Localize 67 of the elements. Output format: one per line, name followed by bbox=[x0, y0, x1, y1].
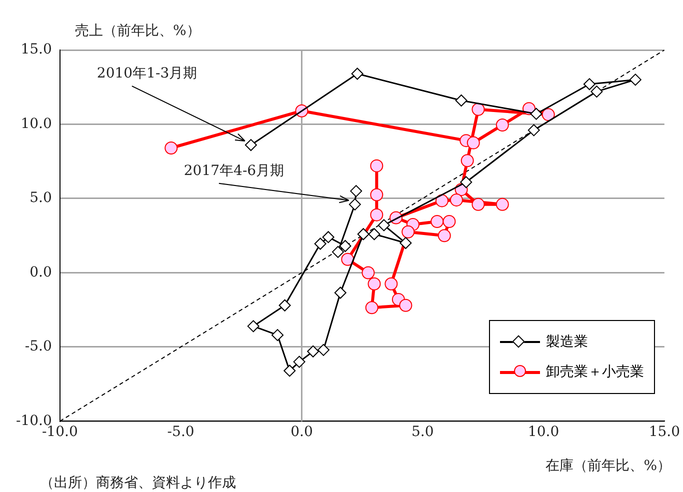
point bbox=[350, 185, 362, 198]
point bbox=[460, 176, 472, 188]
point bbox=[368, 277, 381, 290]
point bbox=[244, 139, 257, 152]
point bbox=[278, 299, 291, 312]
y-tick-label: 15.0 bbox=[20, 42, 52, 58]
y-tick-label: 5.0 bbox=[30, 190, 52, 206]
point bbox=[247, 320, 260, 332]
point bbox=[370, 159, 384, 172]
point bbox=[378, 219, 390, 232]
point bbox=[435, 194, 448, 208]
y-tick-label: 0.0 bbox=[30, 264, 52, 280]
point bbox=[370, 208, 384, 222]
point bbox=[322, 231, 334, 244]
point bbox=[442, 214, 456, 228]
point bbox=[368, 228, 380, 240]
text: （出所）商務省、資料より作成 bbox=[40, 474, 236, 492]
point bbox=[400, 237, 412, 250]
point bbox=[460, 154, 474, 168]
point bbox=[362, 266, 375, 280]
point bbox=[332, 246, 344, 258]
point bbox=[455, 94, 468, 106]
x-tick-label: 0.0 bbox=[290, 424, 313, 440]
point bbox=[629, 74, 642, 86]
point bbox=[341, 252, 354, 266]
point bbox=[272, 329, 284, 342]
point bbox=[317, 344, 330, 356]
point bbox=[365, 301, 378, 314]
point bbox=[284, 364, 296, 377]
legend-label: 卸売業＋小売業 bbox=[546, 363, 644, 381]
point bbox=[402, 225, 415, 238]
x-tick-label: 10.0 bbox=[528, 424, 560, 440]
point bbox=[466, 136, 480, 150]
point bbox=[450, 193, 463, 206]
point bbox=[399, 298, 412, 312]
annotation: 2017年4-6月期 bbox=[184, 163, 284, 180]
point bbox=[357, 228, 370, 240]
point bbox=[438, 229, 451, 242]
point bbox=[590, 86, 603, 98]
point bbox=[530, 108, 542, 120]
point bbox=[430, 214, 444, 228]
point bbox=[348, 198, 361, 210]
point bbox=[293, 356, 306, 368]
point bbox=[472, 102, 485, 116]
x-tick-label: 5.0 bbox=[411, 424, 434, 440]
point bbox=[496, 118, 509, 132]
point bbox=[351, 68, 364, 80]
point bbox=[472, 198, 485, 211]
point bbox=[164, 141, 178, 154]
y-axis-title: 売上（前年比、%） bbox=[75, 22, 200, 40]
annotation: 2010年1-3月期 bbox=[96, 66, 198, 82]
x-tick-label: 15.0 bbox=[648, 424, 680, 440]
point bbox=[334, 286, 346, 299]
point bbox=[583, 78, 596, 90]
point bbox=[496, 198, 509, 211]
y-tick-label: 10.0 bbox=[20, 116, 52, 132]
x-axis-title: 在庫（前年比、%） bbox=[546, 457, 671, 475]
y-tick-label: -5.0 bbox=[24, 338, 52, 355]
x-tick-label: -5.0 bbox=[167, 424, 194, 440]
point bbox=[314, 238, 326, 250]
point bbox=[307, 345, 320, 358]
point bbox=[384, 277, 398, 290]
legend-label: 製造業 bbox=[546, 333, 588, 351]
point bbox=[370, 188, 384, 202]
point bbox=[542, 108, 555, 122]
point bbox=[339, 240, 352, 252]
point bbox=[528, 124, 540, 136]
